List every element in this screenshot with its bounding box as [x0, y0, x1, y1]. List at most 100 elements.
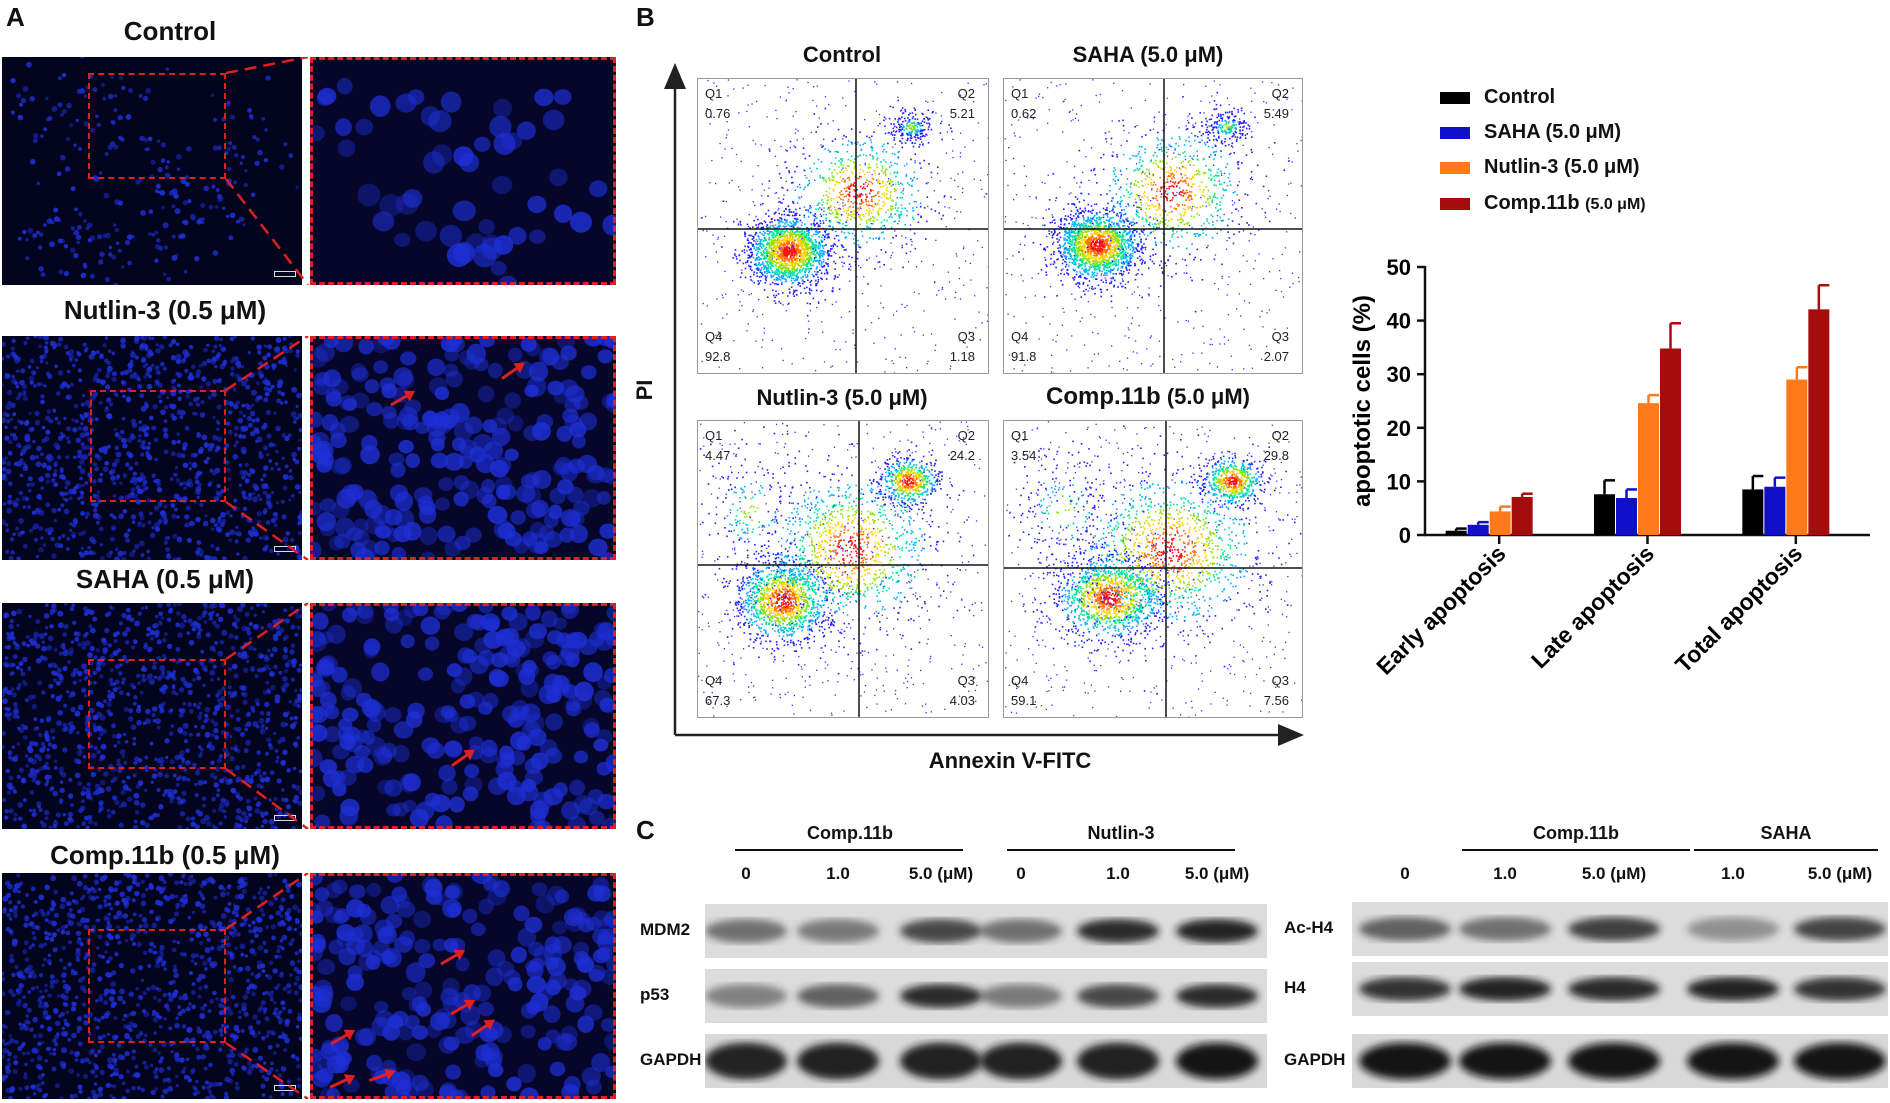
- red-arrow-icon: [501, 362, 525, 380]
- legend-swatch-saha: [1440, 127, 1470, 139]
- flow-q4: 59.1: [1011, 693, 1037, 708]
- wb-band: [1568, 977, 1660, 1001]
- wb-left-dose-label: 1.0: [1106, 864, 1130, 883]
- red-arrow-icon: [451, 749, 475, 767]
- legend-label-control: Control: [1484, 86, 1556, 108]
- wb-left-group-comp11b: Comp.11b: [806, 823, 894, 843]
- micro-connector-lines: [225, 336, 309, 560]
- legend-swatch-control: [1440, 92, 1470, 104]
- flow-q1: 0.76: [705, 106, 731, 121]
- wb-band: [900, 984, 982, 1008]
- micro-label-control: Control: [123, 16, 217, 46]
- wb-right-protein-label: H4: [1284, 978, 1306, 997]
- wb-left-protein-label: p53: [640, 985, 670, 1004]
- wb-left-group-nutlin-line: [1007, 849, 1235, 851]
- wb-right-strip-ach4: [1352, 902, 1888, 956]
- wb-right-dose-label: 0: [1400, 864, 1410, 883]
- flow-q4-label: Q4: [1011, 673, 1029, 688]
- micro-connector-lines: [225, 873, 309, 1099]
- flow-title-nutlin: Nutlin-3 (5.0 μM): [756, 385, 928, 410]
- flow-x-axis-label: Annexin V-FITC: [928, 748, 1092, 773]
- flow-q2-label: Q2: [1271, 428, 1289, 443]
- wb-left-group-comp11b-line: [735, 849, 963, 851]
- chart-y-axis-label: apoptotic cells (%): [1349, 295, 1376, 507]
- wb-right-dose-label: 1.0: [1721, 864, 1745, 883]
- wb-band: [1077, 984, 1159, 1008]
- micro-full-saha: [2, 603, 302, 829]
- wb-band: [797, 1042, 879, 1080]
- wb-left-strip-p53: [705, 969, 1267, 1023]
- flow-q1: 0.62: [1011, 106, 1037, 121]
- flow-q1-label: Q1: [705, 428, 723, 443]
- red-arrow-icon: [450, 999, 476, 1016]
- legend-label-comp11b-sub: (5.0 μM): [1585, 196, 1646, 213]
- scale-bar: [274, 271, 296, 277]
- flow-q2: 5.21: [949, 106, 975, 121]
- flow-q3: 4.03: [949, 693, 975, 708]
- bar-2-0: [1489, 511, 1511, 535]
- flow-q4: 67.3: [705, 693, 731, 708]
- wb-right-dose-label: 5.0 (μM): [1807, 864, 1873, 883]
- wb-band: [1176, 919, 1258, 943]
- flow-q3-label: Q3: [957, 673, 975, 688]
- wb-band: [980, 984, 1062, 1008]
- wb-band: [797, 919, 879, 943]
- flow-q1: 4.47: [705, 448, 731, 463]
- apoptosis-bar-chart: apoptotic cells (%) 0 10 20 30 40 50 Early ap…: [1349, 255, 1870, 680]
- wb-right-group-saha-line: [1694, 849, 1878, 851]
- flow-q1-label: Q1: [1011, 428, 1029, 443]
- panel-a-letter: A: [6, 2, 25, 32]
- y-tick-label: 30: [1387, 362, 1411, 387]
- micro-full-comp11b: [2, 873, 302, 1099]
- wb-left-dose-label: 0: [1016, 864, 1026, 883]
- wb-band: [705, 1042, 787, 1080]
- red-arrow-icon: [440, 949, 466, 966]
- wb-band: [1359, 1042, 1451, 1080]
- red-arrow-icon: [329, 1074, 356, 1089]
- wb-left-dose-label: 5.0 (μM): [1184, 864, 1250, 883]
- wb-right-group-comp11b-line: [1462, 849, 1690, 851]
- flow-q1-label: Q1: [705, 86, 723, 101]
- wb-band: [1687, 917, 1779, 941]
- wb-left-dose-label: 5.0 (μM): [908, 864, 974, 883]
- flow-q3-label: Q3: [1271, 673, 1289, 688]
- wb-band: [705, 919, 787, 943]
- micro-roi-box: [88, 659, 226, 769]
- wb-band: [797, 984, 879, 1008]
- red-arrow-icon: [471, 1019, 495, 1037]
- x-tick-label: Total apoptosis: [1670, 540, 1807, 677]
- bar-0-0: [1445, 530, 1467, 535]
- flow-q2-label: Q2: [1271, 86, 1289, 101]
- legend-label-comp11b: Comp.11b (5.0 μM): [1484, 192, 1646, 215]
- flow-title-saha: SAHA (5.0 μM): [1072, 42, 1224, 67]
- wb-right-group-comp11b: Comp.11b: [1532, 823, 1620, 843]
- micro-label-saha: SAHA (0.5 μM): [75, 564, 255, 594]
- flow-q3-label: Q3: [957, 329, 975, 344]
- legend-label-comp11b-main: Comp.11b: [1484, 192, 1580, 214]
- x-tick-label: Early apoptosis: [1371, 540, 1510, 679]
- wb-band: [1459, 1042, 1551, 1080]
- red-arrow-icon: [390, 390, 416, 407]
- chart-bars: [1445, 283, 1830, 535]
- y-tick-label: 0: [1399, 523, 1411, 548]
- wb-band: [980, 1042, 1062, 1080]
- flow-plot-control: Q1 0.76 Q2 5.21 Q4 92.8 Q3 1.18: [697, 78, 989, 374]
- y-tick-label: 40: [1387, 309, 1411, 334]
- wb-band: [1687, 1042, 1779, 1080]
- wb-band: [1687, 977, 1779, 1001]
- wb-band: [980, 919, 1062, 943]
- flow-q2-label: Q2: [957, 428, 975, 443]
- micro-zoom-comp11b: [310, 873, 616, 1099]
- wb-right-dose-label: 1.0: [1493, 864, 1517, 883]
- wb-left-group-nutlin: Nutlin-3: [1087, 823, 1155, 843]
- chart-x-ticks: Early apoptosis Late apoptosis Total apopt…: [1371, 535, 1807, 680]
- wb-left-strip-mdm2: [705, 904, 1267, 958]
- bar-0-2: [1742, 489, 1764, 535]
- panel-b-letter: B: [636, 2, 655, 32]
- legend-label-nutlin: Nutlin-3 (5.0 μM): [1484, 156, 1640, 178]
- wb-left-strip-gapdh: [705, 1034, 1267, 1088]
- wb-band: [1459, 977, 1551, 1001]
- wb-right-group-saha: SAHA: [1760, 823, 1812, 843]
- wb-band: [1459, 917, 1551, 941]
- flow-q1-label: Q1: [1011, 86, 1029, 101]
